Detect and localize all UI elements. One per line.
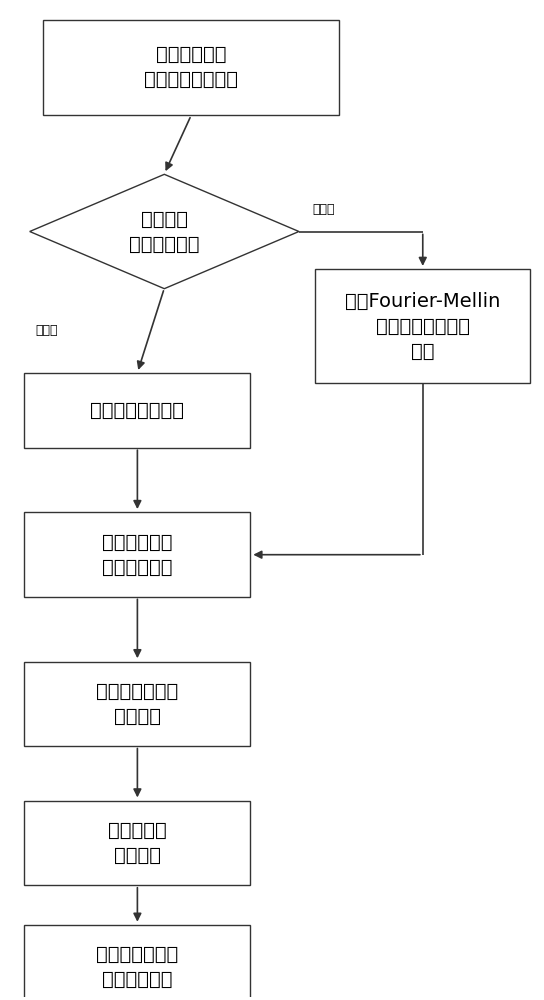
Bar: [24, 662, 250, 746]
Text: 标记约束分水岭
分割运动目标: 标记约束分水岭 分割运动目标: [96, 945, 178, 989]
Text: 前后动: 前后动: [312, 203, 335, 216]
Bar: [24, 801, 250, 885]
Text: 电动轮椅
运动状态判断: 电动轮椅 运动状态判断: [129, 210, 200, 253]
Text: 连续三帧运动
目标视频序列获取: 连续三帧运动 目标视频序列获取: [144, 45, 238, 89]
Bar: [24, 373, 250, 448]
Bar: [24, 925, 250, 1000]
Bar: [315, 269, 530, 383]
Text: 前景和背景标记
模板生成: 前景和背景标记 模板生成: [96, 682, 178, 726]
Text: 相位相关平移配准: 相位相关平移配准: [90, 401, 184, 420]
Text: 差分相乘检测
运动区域轮廓: 差分相乘检测 运动区域轮廓: [102, 533, 172, 577]
Text: 结合Fourier-Mellin
和相位相关的缩放
配准: 结合Fourier-Mellin 和相位相关的缩放 配准: [345, 291, 500, 360]
Polygon shape: [30, 174, 299, 289]
Text: 前景和背景
标记提取: 前景和背景 标记提取: [108, 821, 167, 865]
Bar: [24, 512, 250, 597]
Text: 左右转: 左右转: [35, 324, 58, 337]
Bar: [43, 20, 339, 115]
